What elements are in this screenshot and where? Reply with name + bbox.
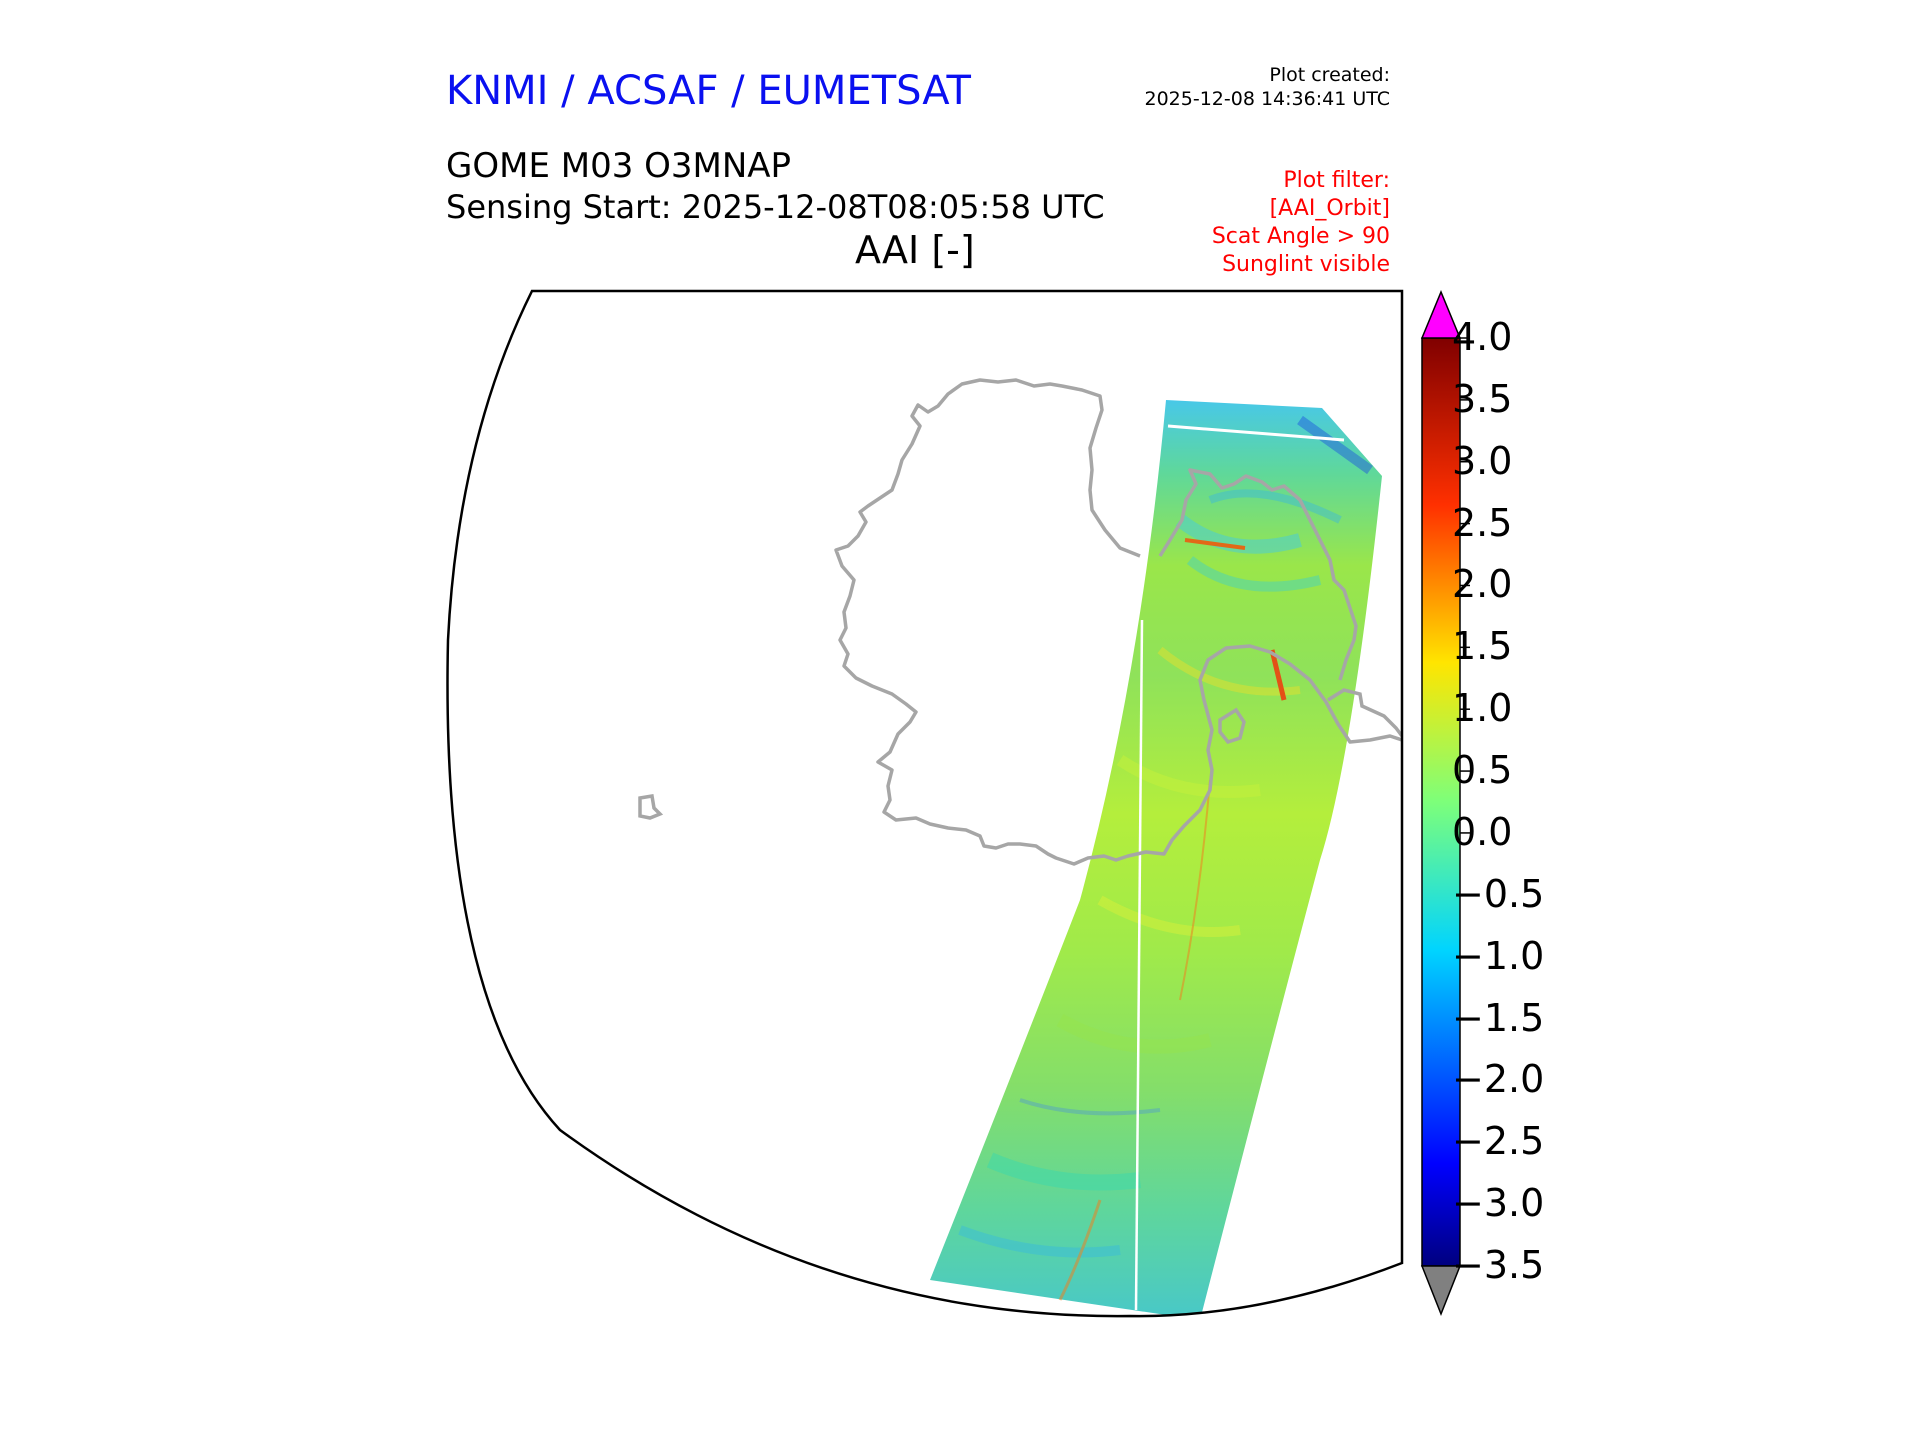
brand-title: KNMI / ACSAF / EUMETSAT [446,68,971,114]
colorbar-over-triangle [1420,290,1462,339]
plot-created-label: Plot created: [1269,64,1390,86]
colorbar-tick-label: 0.5 [1452,748,1513,793]
colorbar-tick-label: 3.0 [1452,438,1513,483]
plot-filter-label: Plot filter: [1283,168,1390,193]
product-title: GOME M03 O3MNAP [446,146,792,186]
coastline-baffin [1327,688,1402,738]
aai-swath [930,400,1382,1317]
coastline-jan-mayen [638,793,664,820]
colorbar [1420,290,1470,1317]
colorbar-tick-label: −1.0 [1452,933,1545,978]
colorbar-tick-label: 3.5 [1452,376,1513,421]
coastline-arctic-islands [1158,468,1358,681]
swath-gap-line [1134,619,1144,1311]
colorbar-tick-label: 1.5 [1452,624,1513,669]
parameter-title: AAI [-] [855,228,975,272]
plot-created-time: 2025-12-08 14:36:41 UTC [1144,88,1391,110]
colorbar-tick-label: −3.0 [1452,1181,1545,1226]
colorbar-tick-label: 4.0 [1452,315,1513,359]
colorbar-tick-label: 1.0 [1452,686,1513,731]
colorbar-tick-label: −0.5 [1452,871,1545,916]
colorbar-tick-label: −3.5 [1452,1243,1545,1287]
plot-filter-sunglint: Sunglint visible [1222,252,1390,277]
colorbar-tick-label: 2.0 [1452,562,1513,607]
sensing-start: Sensing Start: 2025-12-08T08:05:58 UTC [446,188,1105,226]
coastline-island [1218,707,1246,745]
colorbar-under-triangle [1420,1265,1462,1317]
swath-layer [638,378,1402,1317]
colorbar-tick-label: −1.5 [1452,995,1545,1040]
colorbar-tick-label: −2.5 [1452,1119,1545,1164]
swath-gap-line [1167,424,1345,442]
plot-filter-name: [AAI_Orbit] [1269,196,1390,221]
map-frame [446,289,1404,1318]
colorbar-tick-label: 0.0 [1452,809,1513,854]
colorbar-tick-label: −2.0 [1452,1057,1545,1102]
colorbar-gradient [1421,337,1461,1267]
plot-filter-scat-angle: Scat Angle > 90 [1211,224,1390,249]
colorbar-tick-label: 2.5 [1452,500,1513,545]
coastline-greenland [834,378,1402,866]
swath-texture [958,415,1373,1301]
